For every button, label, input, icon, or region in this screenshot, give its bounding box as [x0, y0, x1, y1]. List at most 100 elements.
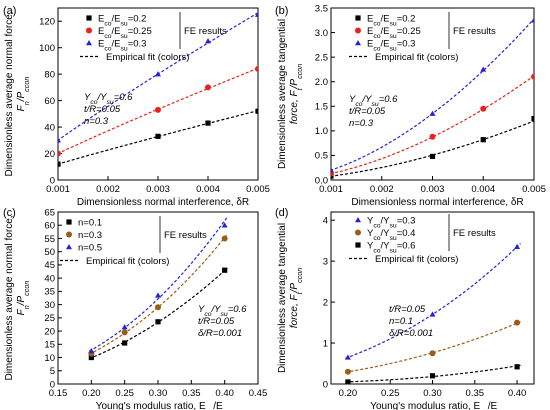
legend-marker [66, 244, 72, 250]
y-tick-label: 50 [44, 247, 55, 258]
panel-label: (c) [3, 207, 16, 219]
data-point [429, 153, 436, 160]
data-point [121, 324, 128, 330]
y-tick-label: 1.0 [315, 126, 328, 137]
data-point [155, 319, 161, 325]
y-tick-label: 60 [44, 96, 55, 107]
y-tick-label: 30 [44, 300, 55, 311]
data-point [205, 38, 211, 44]
data-point [255, 108, 258, 114]
y-tick-label: 2 [323, 297, 328, 308]
data-point [205, 84, 211, 91]
legend-marker [66, 231, 72, 238]
x-tick-label: 0.40 [215, 388, 234, 399]
legend-marker [355, 40, 361, 46]
y-tick-label: 35 [44, 287, 55, 298]
legend-marker [86, 15, 92, 21]
x-tick-label: 0.001 [46, 184, 70, 195]
legend-marker [66, 219, 72, 225]
legend-label: Yco/Ysu=0.6 [367, 241, 415, 255]
x-tick-label: 0.30 [149, 388, 168, 399]
legend-label: n=0.5 [78, 243, 102, 254]
y-tick-label: 20 [44, 326, 55, 337]
y-tick-label: 0 [50, 379, 55, 390]
y-axis-symbol: Fn/Pccon [16, 281, 31, 316]
legend: n=0.1n=0.3 n=0.5 FE results Empirical fit (… [60, 216, 207, 267]
x-tick-label: 0.003 [421, 184, 445, 195]
data-point [514, 364, 520, 370]
x-tick-label: 0.002 [96, 184, 120, 195]
fit-curve [345, 242, 521, 359]
data-point [205, 120, 211, 126]
chart-panel-b: (b) 0.001 0.002 0.003 0.004 0.005 0.0 0.5 1.0 1.5… [275, 3, 546, 208]
legend-fe-results: FE results [453, 228, 496, 239]
data-point [122, 340, 128, 346]
data-point [121, 329, 128, 336]
legend-label: Eco/Esu=0.3 [98, 39, 146, 53]
x-tick-label: 0.30 [423, 388, 442, 399]
x-tick-label: 0.25 [115, 388, 134, 399]
data-point [531, 17, 534, 23]
data-point [531, 73, 534, 80]
legend-label: Eco/Esu=0.3 [367, 39, 415, 53]
legend-label: Eco/Esu=0.25 [367, 26, 421, 40]
data-point [155, 133, 161, 139]
y-tick-label: 80 [44, 69, 55, 80]
data-point [514, 319, 521, 326]
x-tick-label: 0.001 [319, 184, 343, 195]
x-tick-label: 0.005 [522, 184, 546, 195]
data-point [429, 311, 436, 317]
annotation-line: n=0.1 [389, 316, 413, 327]
y-axis-label: Dimensionless average tangential [277, 223, 288, 373]
y-tick-label: 65 [44, 207, 55, 218]
legend-marker [355, 15, 361, 21]
legend-label: Eco/Esu=0.2 [367, 14, 415, 28]
x-axis-label: Young's modulus ratio, Eco/Esu [96, 401, 231, 410]
data-point [514, 243, 521, 250]
fit-curve [345, 321, 521, 373]
y-tick-label: 3.5 [315, 3, 328, 14]
legend-label: n=0.1 [78, 218, 102, 229]
x-tick-label: 0.40 [508, 388, 527, 399]
data-point [155, 106, 161, 113]
data-point [480, 66, 487, 72]
x-tick-label: 0.20 [82, 388, 101, 399]
annotation-line: Yco/Ysu=0.6 [349, 94, 398, 108]
x-tick-label: 0.45 [249, 388, 268, 399]
annotation-line: Yco/Ysu=0.6 [84, 92, 133, 106]
data-point [480, 137, 486, 143]
y-tick-label: 2.5 [315, 52, 328, 63]
legend-fit-label: Empirical fit (colors) [375, 52, 458, 63]
plot-area [331, 17, 534, 179]
y-tick-label: 1.5 [315, 102, 328, 113]
y-tick-label: 10 [44, 353, 55, 364]
data-point [429, 373, 436, 379]
legend-fit-label: Empirical fit (colors) [375, 254, 458, 265]
legend-marker [355, 217, 361, 223]
legend-fe-results: FE results [184, 26, 227, 37]
annotation-line: n=0.3 [84, 116, 109, 127]
y-tick-label: 1 [323, 338, 328, 349]
y-tick-label: 5 [50, 366, 55, 377]
panel-label: (d) [275, 207, 288, 219]
chart-panel-c: (c) 0.15 0.20 0.25 0.30 0.35 0.40 0.45 0 5 10 15 20 2… [3, 207, 267, 410]
data-point [255, 11, 258, 17]
data-point [345, 379, 351, 384]
x-tick-label: 0.35 [182, 388, 201, 399]
y-tick-label: 0 [50, 175, 55, 186]
y-tick-label: 0 [323, 379, 328, 390]
plot-frame [330, 211, 535, 385]
y-axis-label: Dimensionless average normal force, [4, 11, 15, 176]
data-point [429, 133, 436, 140]
annotation-line: Yco/Ysu=0.6 [198, 304, 247, 318]
data-point [222, 267, 228, 273]
fit-curve [89, 216, 228, 352]
legend-fit-label: Empirical fit (colors) [106, 52, 189, 63]
x-axis-label: Dimensionless normal interference, δR [351, 197, 523, 208]
y-tick-label: 45 [44, 260, 55, 271]
data-point [480, 105, 487, 112]
legend-marker [86, 27, 92, 34]
legend-fe-results: FE results [453, 26, 496, 37]
